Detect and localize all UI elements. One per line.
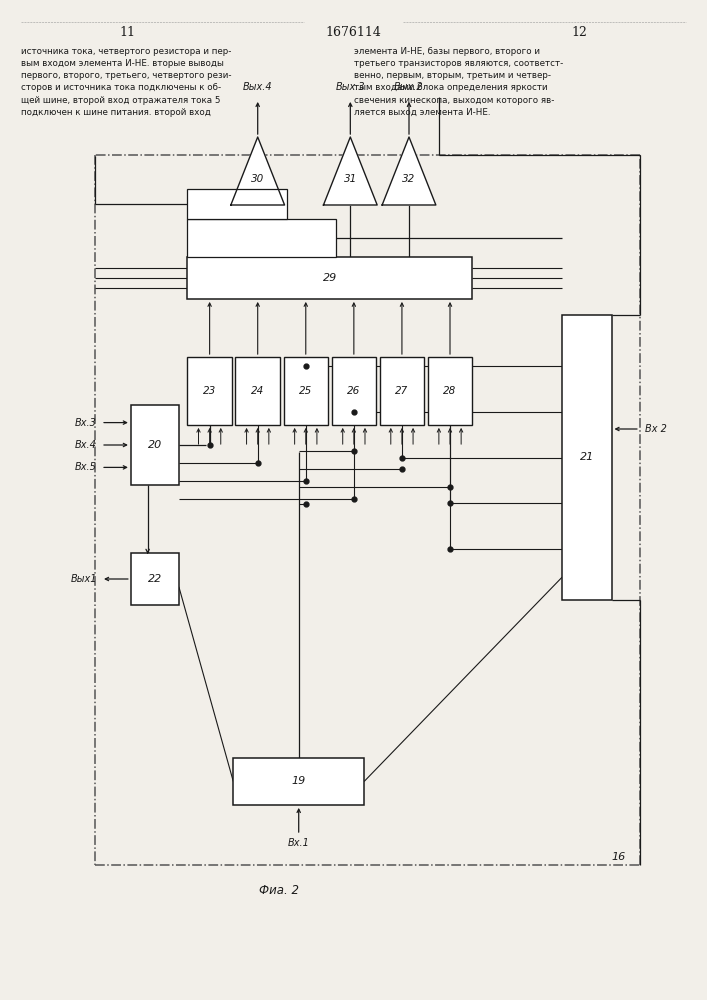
Text: 29: 29 [322,273,337,283]
Bar [233,758,364,805]
Text: 24: 24 [251,386,264,396]
Text: Вых.4: Вых.4 [243,82,272,92]
Bar [380,357,424,425]
Text: 23: 23 [203,386,216,396]
Bar [284,357,328,425]
Text: 21: 21 [580,452,594,462]
Text: 1676114: 1676114 [325,26,382,39]
Text: Вх.3: Вх.3 [75,418,97,428]
Bar [428,357,472,425]
Bar [562,315,612,600]
Text: Фиа. 2: Фиа. 2 [259,884,299,896]
Text: Вх.1: Вх.1 [288,838,310,848]
Text: 11: 11 [119,26,135,39]
Polygon shape [324,137,378,205]
Bar [332,357,376,425]
Text: 22: 22 [148,574,162,584]
Text: 27: 27 [395,386,409,396]
Bar [131,553,179,605]
Text: 31: 31 [344,174,357,184]
Bar [131,405,179,485]
Text: 26: 26 [347,386,361,396]
Text: Вх.4: Вх.4 [75,440,97,450]
Text: 20: 20 [148,440,162,450]
Text: элемента И-НЕ, базы первого, второго и
третьего транзисторов являются, соответст: элемента И-НЕ, базы первого, второго и т… [354,47,563,117]
Text: Вх.5: Вх.5 [75,462,97,472]
Polygon shape [231,137,284,205]
Text: Вых.3: Вых.3 [336,82,365,92]
Bar [187,219,336,257]
Bar [187,257,472,299]
Bar [187,357,232,425]
Text: 12: 12 [572,26,588,39]
Text: 16: 16 [612,852,626,862]
Text: Вых.2: Вых.2 [395,82,423,92]
Text: Вых1: Вых1 [71,574,97,584]
Text: 19: 19 [291,776,306,786]
Text: 28: 28 [443,386,457,396]
Bar [235,357,280,425]
Text: Вх 2: Вх 2 [645,424,667,434]
Polygon shape [382,137,436,205]
Text: 32: 32 [402,174,416,184]
Text: 30: 30 [251,174,264,184]
Bar [187,189,287,219]
Text: 25: 25 [299,386,312,396]
Text: источника тока, четвертого резистора и пер-
вым входом элемента И-НЕ. вторые выв: источника тока, четвертого резистора и п… [21,47,232,117]
